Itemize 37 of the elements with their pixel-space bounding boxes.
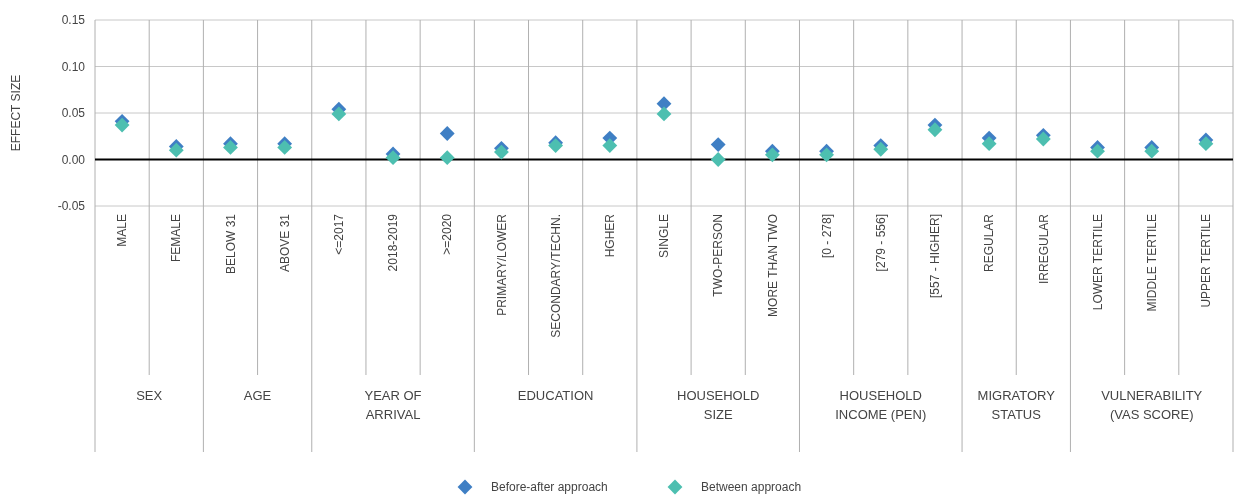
text: HOUSEHOLD SIZE	[677, 388, 760, 422]
x-tick-label: TWO-PERSON	[711, 214, 726, 297]
x-tick-label: >=2020	[440, 213, 455, 255]
text: SEX	[136, 388, 163, 403]
y-tick-label: 0.05	[61, 106, 86, 121]
x-tick-label: SECONDARY/TECHN.	[548, 214, 563, 338]
x-tick-label: BELOW 31	[223, 213, 238, 275]
y-tick-label: -0.05	[57, 199, 86, 214]
text: EDUCATION	[517, 388, 594, 403]
text: MIGRATORY STATUS	[977, 388, 1056, 422]
text: YEAR OF ARRIVAL	[364, 388, 422, 422]
text: VULNERABILITY (VAS SCORE)	[1101, 388, 1203, 422]
x-tick-label: ABOVE 31	[277, 213, 292, 273]
x-tick-label: FEMALE	[169, 214, 184, 263]
y-axis-title: EFFECT SIZE	[9, 74, 23, 152]
y-tick-label: 0.00	[61, 152, 86, 167]
x-tick-label: LOWER TERTILE	[1090, 214, 1105, 311]
x-tick-label: MORE THAN TWO	[765, 214, 780, 317]
x-tick-label: 2018-2019	[386, 213, 401, 272]
x-tick-label: SINGLE	[657, 214, 672, 259]
x-tick-label: HGHER	[603, 213, 618, 258]
x-tick-label: MALE	[115, 214, 130, 247]
x-tick-label: [279 - 556]	[873, 214, 888, 272]
text: AGE	[243, 388, 272, 403]
legend-label: Before-after approach	[491, 480, 608, 495]
legend-label: Between approach	[701, 480, 802, 495]
x-tick-label: REGULAR	[982, 213, 997, 273]
x-tick-label: [557 - HIGHER]	[928, 214, 943, 299]
y-tick-label: 0.15	[61, 13, 86, 28]
x-tick-label: PRIMARY/LOWER	[494, 213, 509, 316]
x-tick-label: IRREGULAR	[1036, 213, 1051, 285]
x-tick-label: MIDDLE TERTILE	[1144, 214, 1159, 312]
x-tick-label: UPPER TERTILE	[1199, 214, 1214, 308]
x-tick-label: <=2017	[332, 213, 347, 255]
y-tick-label: 0.10	[61, 59, 86, 74]
x-tick-label: [0 - 278]	[819, 214, 834, 259]
text: HOUSEHOLD INCOME (PEN)	[835, 388, 927, 422]
